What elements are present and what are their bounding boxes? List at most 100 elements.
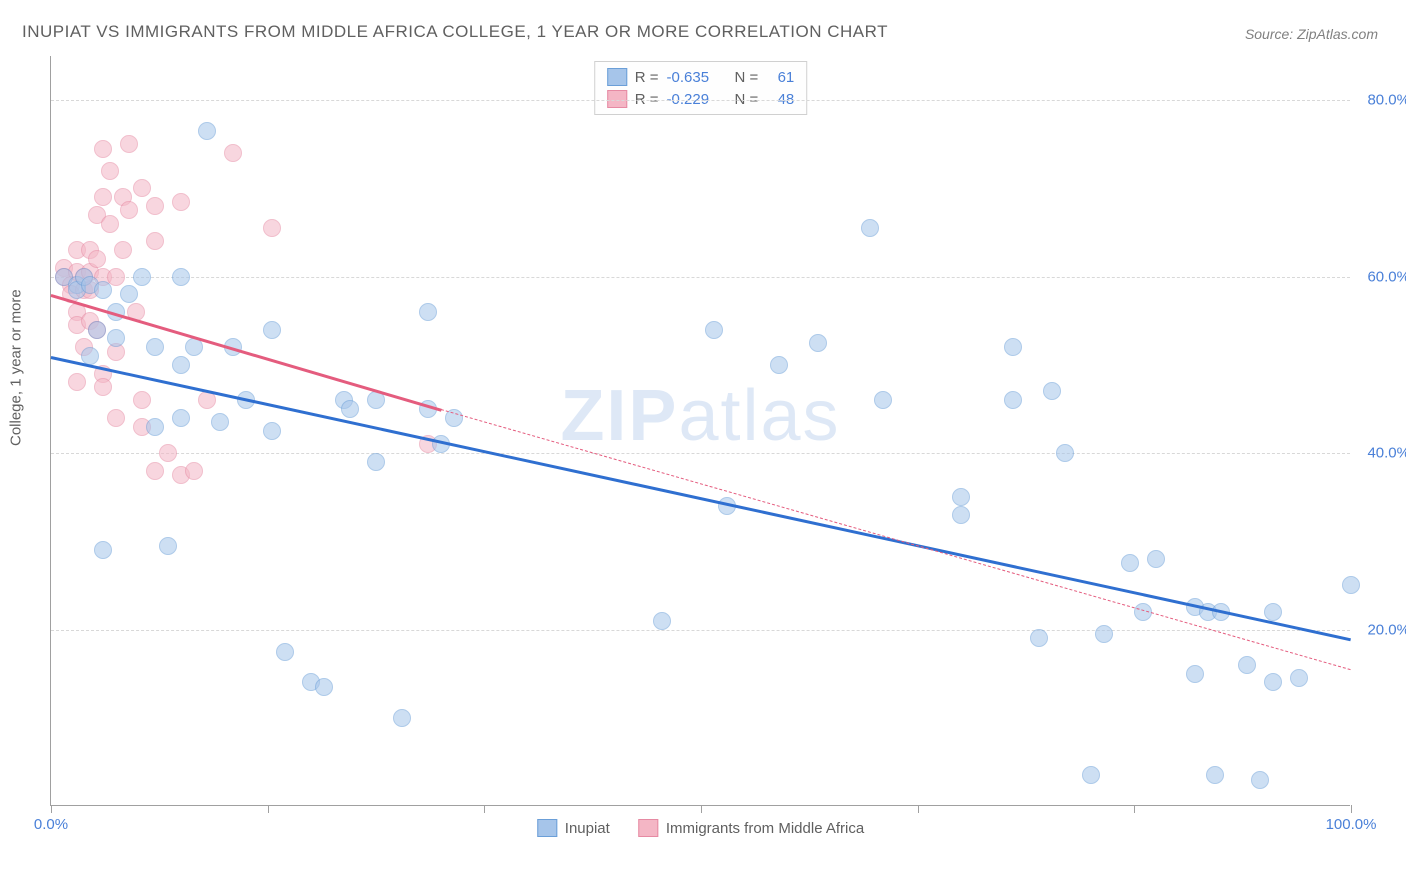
scatter-point [1342,576,1360,594]
n-label: N = [735,69,759,86]
chart-title: INUPIAT VS IMMIGRANTS FROM MIDDLE AFRICA… [22,22,888,42]
legend-swatch [638,819,658,837]
scatter-point [1056,444,1074,462]
scatter-point [133,268,151,286]
x-tick-label: 0.0% [34,816,68,833]
n-label: N = [735,91,759,108]
y-tick-label: 60.0% [1367,268,1406,285]
scatter-point [419,303,437,321]
scatter-point [146,418,164,436]
scatter-point [94,188,112,206]
y-tick-label: 40.0% [1367,445,1406,462]
x-tick [51,805,52,813]
scatter-point [1147,550,1165,568]
scatter-point [68,373,86,391]
scatter-point [146,197,164,215]
watermark-bold: ZIP [560,376,678,456]
scatter-point [107,329,125,347]
gridline [51,630,1350,631]
scatter-point [211,413,229,431]
scatter-point [1121,554,1139,572]
scatter-point [114,241,132,259]
scatter-point [263,321,281,339]
scatter-point [88,321,106,339]
source-attribution: Source: ZipAtlas.com [1245,26,1378,42]
scatter-point [1004,391,1022,409]
scatter-point [133,391,151,409]
scatter-point [107,409,125,427]
scatter-point [101,162,119,180]
scatter-point [874,391,892,409]
scatter-point [276,643,294,661]
trend-line-dashed [441,409,1351,670]
scatter-point [770,356,788,374]
scatter-point [263,219,281,237]
gridline [51,453,1350,454]
scatter-point [120,285,138,303]
scatter-point [315,678,333,696]
r-value: -0.229 [667,91,727,108]
scatter-point [367,453,385,471]
scatter-point [952,506,970,524]
x-tick [918,805,919,813]
gridline [51,100,1350,101]
x-tick-label: 100.0% [1326,816,1377,833]
scatter-point [101,215,119,233]
scatter-point [159,444,177,462]
scatter-point [1206,766,1224,784]
plot-area: ZIPatlas R =-0.635N =61R =-0.229N =48 In… [50,56,1350,806]
scatter-point [1082,766,1100,784]
scatter-point [172,409,190,427]
n-value: 48 [766,91,794,108]
scatter-point [263,422,281,440]
legend-series: Inupiat Immigrants from Middle Africa [537,819,864,837]
x-tick [484,805,485,813]
scatter-point [861,219,879,237]
scatter-point [146,232,164,250]
x-tick [701,805,702,813]
gridline [51,277,1350,278]
scatter-point [1186,665,1204,683]
y-tick-label: 20.0% [1367,621,1406,638]
x-tick [1351,805,1352,813]
x-tick [268,805,269,813]
scatter-point [1251,771,1269,789]
scatter-point [94,541,112,559]
scatter-point [393,709,411,727]
scatter-point [185,462,203,480]
source-label: Source: [1245,26,1297,42]
scatter-point [146,338,164,356]
scatter-point [88,250,106,268]
scatter-point [705,321,723,339]
x-tick [1134,805,1135,813]
scatter-point [198,122,216,140]
legend-stats-box: R =-0.635N =61R =-0.229N =48 [594,61,808,115]
legend-stat-row: R = -0.229 N = 48 [607,88,795,110]
scatter-point [1004,338,1022,356]
scatter-point [341,400,359,418]
r-label: R = [635,91,659,108]
scatter-point [1030,629,1048,647]
scatter-point [1238,656,1256,674]
scatter-point [94,378,112,396]
watermark-light: atlas [678,376,840,456]
y-tick-label: 80.0% [1367,92,1406,109]
scatter-point [1290,669,1308,687]
scatter-point [172,268,190,286]
legend-series-item: Inupiat [537,819,610,837]
scatter-point [159,537,177,555]
scatter-point [172,356,190,374]
legend-swatch [537,819,557,837]
scatter-point [224,144,242,162]
legend-series-label: Immigrants from Middle Africa [666,820,864,837]
source-name: ZipAtlas.com [1297,26,1378,42]
y-axis-label: College, 1 year or more [8,289,25,446]
r-label: R = [635,69,659,86]
scatter-point [809,334,827,352]
r-value: -0.635 [667,69,727,86]
scatter-point [120,135,138,153]
legend-series-item: Immigrants from Middle Africa [638,819,864,837]
scatter-point [94,140,112,158]
legend-series-label: Inupiat [565,820,610,837]
watermark: ZIPatlas [560,375,840,457]
